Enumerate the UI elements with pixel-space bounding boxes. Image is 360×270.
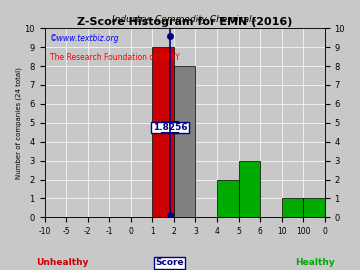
Bar <box>303 198 325 217</box>
Title: Z-Score Histogram for EMN (2016): Z-Score Histogram for EMN (2016) <box>77 17 292 27</box>
Bar <box>152 47 174 217</box>
Bar <box>282 198 303 217</box>
Text: Healthy: Healthy <box>295 258 335 267</box>
Bar <box>174 66 195 217</box>
Text: Score: Score <box>155 258 184 267</box>
Text: 1.8256: 1.8256 <box>153 123 188 132</box>
Text: The Research Foundation of SUNY: The Research Foundation of SUNY <box>50 53 180 62</box>
Bar <box>239 161 260 217</box>
Text: ©www.textbiz.org: ©www.textbiz.org <box>50 34 120 43</box>
Text: Industry: Commodity Chemicals: Industry: Commodity Chemicals <box>112 15 257 24</box>
Y-axis label: Number of companies (24 total): Number of companies (24 total) <box>15 67 22 179</box>
Bar <box>217 180 239 217</box>
Text: Unhealthy: Unhealthy <box>36 258 89 267</box>
